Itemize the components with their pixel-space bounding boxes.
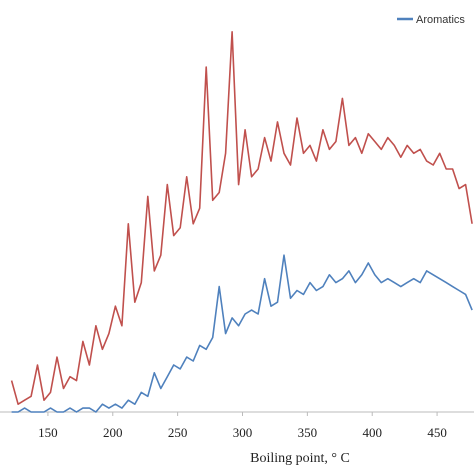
legend-label: Aromatics: [416, 14, 465, 26]
x-tick-label: 200: [103, 425, 123, 440]
series-line: [10, 31, 473, 405]
series-line: [11, 254, 473, 413]
x-axis-label: Boiling point, ° C: [250, 451, 350, 466]
x-tick-label: 150: [38, 425, 58, 440]
x-tick-label: 400: [362, 425, 382, 440]
x-tick-label: 300: [233, 425, 253, 440]
x-tick-label: 250: [168, 425, 188, 440]
x-tick-label: 450: [427, 425, 447, 440]
x-tick-label: 350: [298, 425, 318, 440]
